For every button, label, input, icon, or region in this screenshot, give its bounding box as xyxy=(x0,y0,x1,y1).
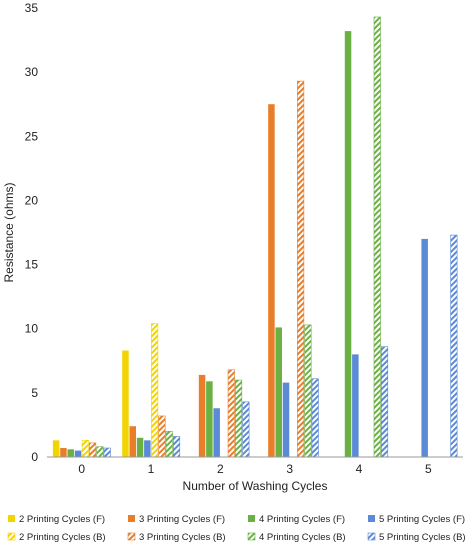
legend-label: 4 Printing Cycles (B) xyxy=(259,532,346,543)
bar-4-printing-cycles-b-wash-4 xyxy=(373,16,381,458)
bar-2-printing-cycles-b-wash-1 xyxy=(151,323,159,458)
bar-5-printing-cycles-f-wash-3 xyxy=(282,382,290,457)
bar-2-printing-cycles-f-wash-0 xyxy=(52,440,60,457)
y-tick-label: 20 xyxy=(25,193,39,207)
legend-entry: 4 Printing Cycles (F) xyxy=(248,514,345,525)
y-tick-labels: 0 5 10 15 20 25 30 35 xyxy=(25,1,39,464)
bar-4-printing-cycles-f-wash-0 xyxy=(67,449,74,457)
x-axis-title: Number of Washing Cycles xyxy=(183,479,328,493)
bar-4-printing-cycles-f-wash-1 xyxy=(136,437,144,457)
bar-5-printing-cycles-f-wash-1 xyxy=(144,440,151,457)
bar-3-printing-cycles-f-wash-1 xyxy=(129,426,136,457)
legend-entry: 2 Printing Cycles (B) xyxy=(7,532,106,543)
bar-5-printing-cycles-f-wash-5 xyxy=(421,238,428,457)
legend-label: 4 Printing Cycles (F) xyxy=(259,514,345,525)
bar-3-printing-cycles-f-wash-2 xyxy=(198,374,206,457)
bar-3-printing-cycles-b-wash-1 xyxy=(158,415,166,458)
legend-swatch xyxy=(128,515,135,522)
x-tick-label: 4 xyxy=(356,462,363,476)
bar-5-printing-cycles-f-wash-4 xyxy=(352,354,359,457)
x-tick-label: 5 xyxy=(425,462,432,476)
bar-4-printing-cycles-b-wash-0 xyxy=(96,446,104,458)
legend-label: 3 Printing Cycles (B) xyxy=(139,532,226,543)
bar-4-printing-cycles-b-wash-3 xyxy=(304,324,312,458)
bar-4-printing-cycles-f-wash-4 xyxy=(344,31,352,458)
legend-entry: 4 Printing Cycles (B) xyxy=(247,532,346,543)
legend-entry: 3 Printing Cycles (F) xyxy=(128,514,225,525)
y-tick-label: 10 xyxy=(25,322,39,336)
legend-label: 5 Printing Cycles (F) xyxy=(379,514,465,525)
legend-label: 2 Printing Cycles (F) xyxy=(19,514,105,525)
y-tick-label: 30 xyxy=(25,65,39,79)
bar-5-printing-cycles-b-wash-3 xyxy=(311,378,319,458)
legend-label: 2 Printing Cycles (B) xyxy=(19,532,106,543)
y-tick-label: 5 xyxy=(31,386,38,400)
bar-3-printing-cycles-b-wash-0 xyxy=(89,442,97,458)
bar-4-printing-cycles-b-wash-1 xyxy=(165,431,173,458)
legend-swatch xyxy=(8,515,15,522)
bar-2-printing-cycles-f-wash-1 xyxy=(122,350,129,457)
bar-5-printing-cycles-b-wash-1 xyxy=(173,436,181,458)
bar-4-printing-cycles-f-wash-3 xyxy=(275,327,282,457)
bar-3-printing-cycles-f-wash-3 xyxy=(268,104,275,458)
bar-3-printing-cycles-b-wash-2 xyxy=(227,369,235,458)
y-axis-title: Resistance (ohms) xyxy=(2,182,16,282)
x-tick-label: 3 xyxy=(286,462,293,476)
bar-5-printing-cycles-f-wash-2 xyxy=(213,408,220,457)
legend-swatch xyxy=(248,515,255,522)
legend: 2 Printing Cycles (F) 3 Printing Cycles (… xyxy=(7,514,466,543)
legend-swatch xyxy=(7,532,16,541)
y-tick-label: 35 xyxy=(25,1,39,15)
bar-5-printing-cycles-b-wash-2 xyxy=(242,401,250,458)
bar-5-printing-cycles-b-wash-4 xyxy=(380,346,389,458)
bar-2-printing-cycles-b-wash-0 xyxy=(81,440,89,458)
bar-4-printing-cycles-f-wash-2 xyxy=(206,381,213,457)
bar-3-printing-cycles-f-wash-0 xyxy=(60,448,67,457)
legend-label: 3 Printing Cycles (F) xyxy=(139,514,225,525)
bar-4-printing-cycles-b-wash-2 xyxy=(235,379,243,458)
legend-swatch xyxy=(368,515,375,522)
x-tick-labels: 0 1 2 3 4 5 xyxy=(78,462,432,476)
y-tick-label: 25 xyxy=(25,129,39,143)
legend-swatch xyxy=(247,532,256,541)
y-tick-label: 15 xyxy=(25,258,39,272)
legend-entry: 3 Printing Cycles (B) xyxy=(127,532,226,543)
legend-entry: 5 Printing Cycles (F) xyxy=(368,514,465,525)
x-tick-label: 0 xyxy=(78,462,85,476)
bar-3-printing-cycles-b-wash-3 xyxy=(297,80,305,458)
legend-label: 5 Printing Cycles (B) xyxy=(379,532,466,543)
bars-group xyxy=(52,16,458,458)
legend-swatch xyxy=(367,532,376,541)
legend-entry: 5 Printing Cycles (B) xyxy=(367,532,466,543)
x-tick-label: 2 xyxy=(217,462,224,476)
y-tick-label: 0 xyxy=(31,450,38,464)
bar-5-printing-cycles-b-wash-0 xyxy=(103,447,111,458)
legend-entry: 2 Printing Cycles (F) xyxy=(8,514,105,525)
bar-5-printing-cycles-f-wash-0 xyxy=(74,450,82,457)
x-tick-label: 1 xyxy=(148,462,155,476)
legend-swatch xyxy=(127,532,136,541)
bar-5-printing-cycles-b-wash-5 xyxy=(450,234,458,458)
